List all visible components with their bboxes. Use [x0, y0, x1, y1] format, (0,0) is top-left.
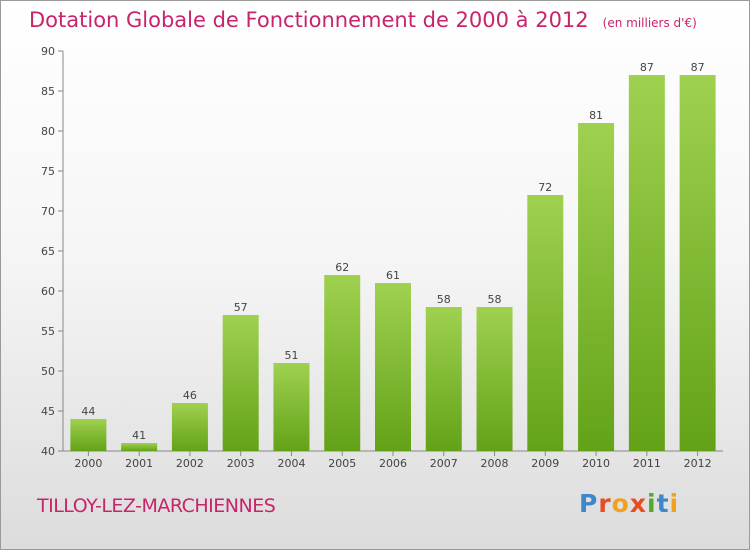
y-tick-label: 45: [41, 405, 55, 418]
x-tick-label: 2002: [176, 457, 204, 470]
y-tick-label: 40: [41, 445, 55, 458]
data-label: 61: [386, 269, 400, 282]
x-tick-label: 2007: [430, 457, 458, 470]
bar: [222, 315, 259, 451]
chart-title: Dotation Globale de Fonctionnement de 20…: [29, 8, 697, 32]
bar: [628, 75, 665, 451]
logo-letter: P: [579, 489, 599, 518]
logo-letter: t: [656, 489, 670, 518]
x-tick-label: 2005: [328, 457, 356, 470]
data-label: 72: [538, 181, 552, 194]
y-tick-label: 60: [41, 285, 55, 298]
logo-letter: o: [611, 489, 630, 518]
data-label: 58: [488, 293, 502, 306]
y-tick-label: 90: [41, 45, 55, 58]
x-tick-label: 2008: [481, 457, 509, 470]
data-label: 87: [691, 61, 705, 74]
y-tick-label: 85: [41, 85, 55, 98]
x-tick-label: 2004: [277, 457, 305, 470]
x-tick-label: 2006: [379, 457, 407, 470]
y-tick-label: 65: [41, 245, 55, 258]
x-tick-label: 2003: [227, 457, 255, 470]
bar: [121, 443, 158, 451]
commune-name: TILLOY-LEZ-MARCHIENNES: [37, 495, 276, 517]
data-label: 51: [284, 349, 298, 362]
logo-letter: i: [647, 489, 657, 518]
y-tick-label: 75: [41, 165, 55, 178]
x-tick-label: 2000: [74, 457, 102, 470]
y-tick-label: 55: [41, 325, 55, 338]
bar: [527, 195, 564, 451]
title-text: Dotation Globale de Fonctionnement de 20…: [29, 8, 589, 32]
bar: [70, 419, 107, 451]
x-tick-label: 2001: [125, 457, 153, 470]
data-label: 46: [183, 389, 197, 402]
data-label: 87: [640, 61, 654, 74]
x-tick-label: 2012: [684, 457, 712, 470]
bar: [375, 283, 411, 451]
data-label: 62: [335, 261, 349, 274]
proxiti-logo: Proxiti: [579, 489, 679, 518]
unit-label: (en milliers d'€): [602, 16, 697, 30]
data-label: 58: [437, 293, 451, 306]
bar: [273, 363, 310, 451]
bar: [171, 403, 208, 451]
data-label: 57: [234, 301, 248, 314]
bar: [324, 275, 361, 451]
y-tick-label: 50: [41, 365, 55, 378]
bar: [425, 307, 462, 451]
data-label: 41: [132, 429, 146, 442]
data-label: 44: [81, 405, 95, 418]
logo-letter: r: [598, 489, 612, 518]
x-tick-label: 2009: [531, 457, 559, 470]
bar: [679, 75, 716, 451]
data-label: 81: [589, 109, 603, 122]
y-tick-label: 80: [41, 125, 55, 138]
y-tick-label: 70: [41, 205, 55, 218]
logo-letter: i: [669, 489, 680, 518]
x-tick-label: 2011: [633, 457, 661, 470]
logo-letter: x: [629, 489, 647, 518]
bar: [578, 123, 615, 451]
x-tick-label: 2010: [582, 457, 610, 470]
bar: [476, 307, 513, 451]
